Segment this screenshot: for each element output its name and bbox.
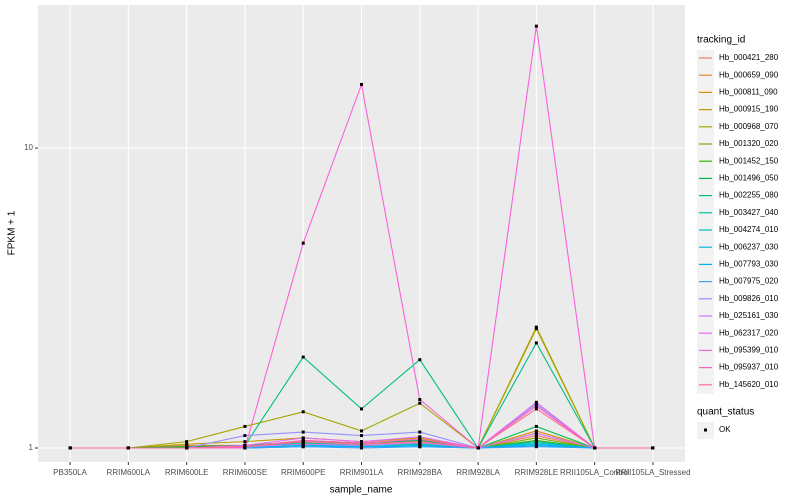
y-axis-title: FPKM + 1 [7, 210, 18, 255]
data-point [185, 442, 189, 446]
data-point [301, 241, 305, 245]
data-point [418, 430, 422, 434]
legend-label: Hb_004274_010 [719, 225, 779, 234]
data-point [418, 440, 422, 444]
x-tick-label: RRII105LA_Stressed [615, 468, 690, 477]
legend-label: Hb_001320_020 [719, 139, 779, 148]
data-point [301, 410, 305, 414]
data-point [360, 407, 363, 411]
data-point [534, 400, 538, 404]
legend-label: Hb_000421_280 [719, 53, 779, 62]
legend-label: Hb_145620_010 [719, 380, 779, 389]
data-point [301, 440, 305, 444]
data-point [418, 358, 422, 362]
data-point [593, 446, 597, 450]
data-point [534, 341, 538, 345]
x-tick-label: RRIM600PE [281, 468, 325, 477]
x-tick-label: RRIM928LA [456, 468, 500, 477]
data-point [534, 407, 538, 411]
data-point [651, 446, 655, 450]
data-point [534, 431, 538, 435]
data-point [301, 430, 305, 434]
legend-title: quant_status [697, 407, 754, 418]
data-point [360, 434, 363, 438]
x-tick-label: RRIM928BA [398, 468, 443, 477]
data-point [534, 445, 538, 449]
x-tick-label: RRIM600SE [223, 468, 267, 477]
legend-label: Hb_007975_020 [719, 277, 779, 286]
data-point [534, 436, 538, 440]
data-point [360, 82, 363, 86]
data-point [68, 446, 72, 450]
x-tick-label: RRIM600LA [107, 468, 151, 477]
legend-label: Hb_000659_090 [719, 70, 779, 79]
data-point [418, 445, 422, 449]
legend-label: Hb_002255_080 [719, 191, 779, 200]
y-tick-label: 1 [29, 443, 34, 452]
legend-label: Hb_001496_050 [719, 174, 779, 183]
data-point [243, 434, 247, 438]
x-tick-label: RRIM600LE [165, 468, 209, 477]
legend-label: Hb_062317_020 [719, 328, 779, 337]
legend-label: Hb_000968_070 [719, 122, 779, 131]
legend-label: Hb_003427_040 [719, 208, 779, 217]
data-point [534, 325, 538, 329]
data-point [418, 437, 422, 441]
x-axis-title: sample_name [330, 485, 393, 496]
legend-label: Hb_095937_010 [719, 363, 779, 372]
data-point [418, 435, 422, 439]
legend-label: Hb_000811_090 [719, 88, 778, 97]
x-tick-label: RRIM928LE [515, 468, 559, 477]
x-tick-label: RRII105LA_Control [560, 468, 630, 477]
data-point [534, 327, 538, 331]
legend-label: Hb_025161_030 [719, 311, 779, 320]
data-point [534, 24, 538, 28]
legend-label: Hb_009826_010 [719, 294, 779, 303]
legend-swatch [704, 428, 707, 432]
y-tick-label: 10 [24, 143, 33, 152]
data-point [360, 429, 363, 433]
data-point [243, 445, 247, 449]
data-point [360, 446, 363, 450]
x-tick-label: PB350LA [53, 468, 87, 477]
data-point [534, 402, 538, 406]
data-point [243, 440, 247, 444]
data-point [534, 424, 538, 428]
legend-label: OK [719, 425, 731, 434]
data-point [126, 446, 130, 450]
data-point [301, 442, 305, 446]
data-point [243, 424, 247, 428]
data-point [301, 445, 305, 449]
data-point [185, 440, 189, 444]
legend-label: Hb_000915_190 [719, 105, 779, 114]
data-point [418, 401, 422, 405]
data-point [418, 398, 422, 402]
data-point [301, 436, 305, 440]
data-point [185, 446, 189, 450]
data-point [534, 434, 538, 438]
data-point [360, 442, 363, 446]
data-point [534, 404, 538, 408]
legend-label: Hb_007793_030 [719, 260, 779, 269]
legend-label: Hb_001452_150 [719, 156, 779, 165]
legend-title: tracking_id [697, 35, 745, 46]
data-point [476, 446, 480, 450]
x-tick-label: RRIM901LA [340, 468, 384, 477]
data-point [534, 429, 538, 433]
data-point [301, 355, 305, 359]
legend-label: Hb_006237_030 [719, 242, 779, 251]
legend-label: Hb_095399_010 [719, 346, 779, 355]
